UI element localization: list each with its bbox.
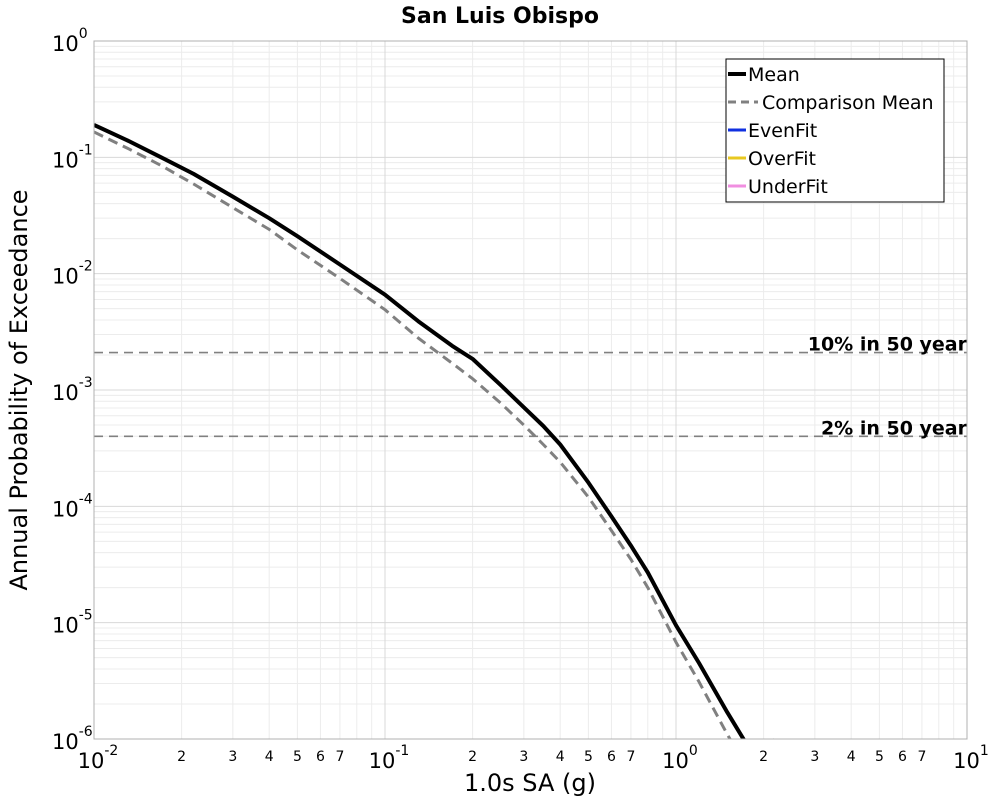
legend-entry-label: OverFit xyxy=(748,148,816,170)
x-minor-tick-label: 6 xyxy=(898,749,907,765)
x-minor-tick-label: 4 xyxy=(847,749,856,765)
y-axis-ticks: 100 10-1 10-2 10-3 10-4 10-5 10-6 xyxy=(52,26,93,754)
reference-line-label: 2% in 50 year xyxy=(821,417,968,439)
chart-title: San Luis Obispo xyxy=(401,4,599,29)
legend: Mean Comparison Mean EvenFit OverFit UnderFi… xyxy=(725,58,945,203)
x-minor-tick-label: 6 xyxy=(316,749,325,765)
x-minor-tick-label: 3 xyxy=(228,749,237,765)
y-axis-title: Annual Probability of Exceedance xyxy=(5,189,33,590)
x-minor-tick-label: 5 xyxy=(293,749,302,765)
x-tick-label: 10-1 xyxy=(369,743,410,773)
x-minor-tick-label: 3 xyxy=(810,749,819,765)
x-minor-tick-label: 4 xyxy=(556,749,565,765)
legend-box xyxy=(725,58,945,203)
x-minor-tick-label: 2 xyxy=(468,749,477,765)
y-tick-label: 10-1 xyxy=(52,142,93,172)
x-tick-label: 100 xyxy=(662,743,698,773)
reference-lines: 10% in 50 year 2% in 50 year xyxy=(94,334,968,439)
series-layer xyxy=(94,123,776,739)
y-tick-label: 10-5 xyxy=(52,608,93,638)
plot-frame xyxy=(93,40,968,740)
y-tick-label: 10-6 xyxy=(52,724,93,754)
x-minor-tick-label: 2 xyxy=(177,749,186,765)
x-minor-tick-label: 4 xyxy=(265,749,274,765)
series-line xyxy=(94,123,776,739)
reference-line-label: 10% in 50 year xyxy=(808,334,968,356)
y-tick-label: 10-4 xyxy=(52,491,93,521)
y-tick-label: 10-2 xyxy=(52,259,93,289)
x-minor-tick-label: 7 xyxy=(917,749,926,765)
legend-entry-label: Comparison Mean xyxy=(762,92,934,114)
y-tick-label: 100 xyxy=(52,26,88,56)
x-tick-label: 101 xyxy=(953,743,989,773)
x-minor-tick-label: 7 xyxy=(626,749,635,765)
x-minor-tick-label: 5 xyxy=(584,749,593,765)
x-minor-tick-label: 3 xyxy=(519,749,528,765)
x-minor-tick-label: 5 xyxy=(875,749,884,765)
x-minor-tick-label: 7 xyxy=(335,749,344,765)
x-tick-label: 10-2 xyxy=(78,743,119,773)
x-minor-tick-label: 6 xyxy=(607,749,616,765)
legend-entry-label: EvenFit xyxy=(748,120,817,142)
legend-entry-label: UnderFit xyxy=(748,176,828,198)
legend-entry-label: Mean xyxy=(748,64,800,86)
y-tick-label: 10-3 xyxy=(52,375,93,405)
x-axis-title: 1.0s SA (g) xyxy=(464,769,596,797)
series-line xyxy=(94,130,764,739)
x-minor-tick-label: 2 xyxy=(759,749,768,765)
